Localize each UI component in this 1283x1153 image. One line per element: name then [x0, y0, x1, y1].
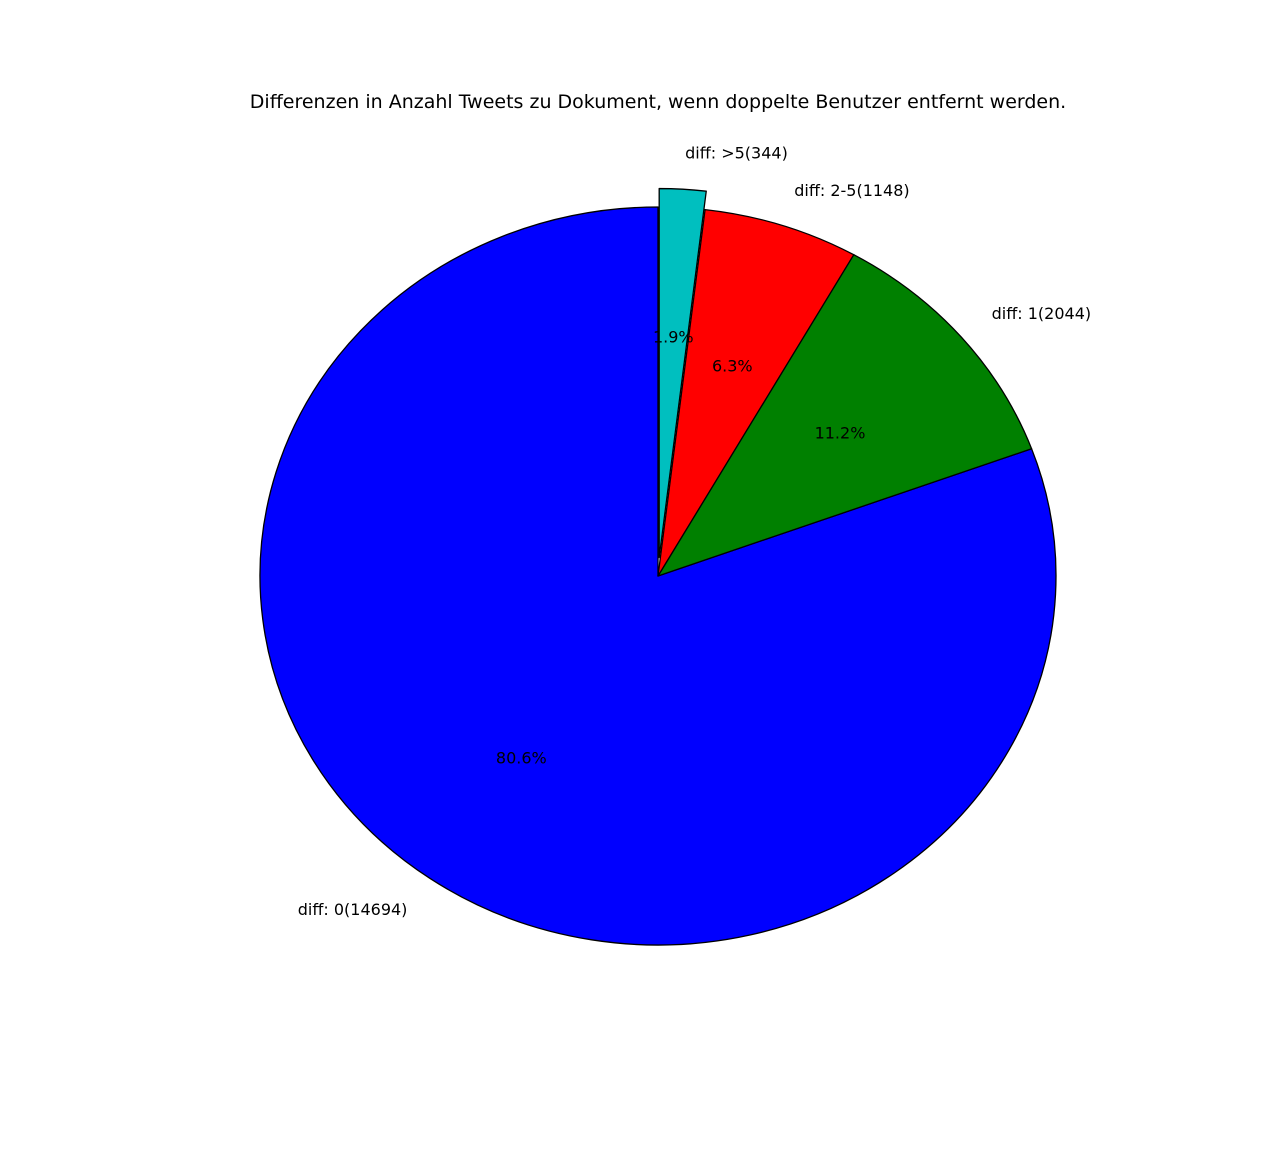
pie-slice-2 [657, 208, 855, 577]
percent-label-1: 11.2% [815, 424, 866, 443]
percent-label-2: 6.3% [712, 357, 753, 376]
slice-label-1: diff: 1(2044) [992, 304, 1091, 323]
pie-slice-3 [658, 187, 707, 559]
pie-slices [259, 187, 1057, 946]
percent-label-3: 1.9% [653, 328, 694, 347]
slice-label-3: diff: >5(344) [685, 143, 788, 162]
percent-label-0: 80.6% [496, 749, 547, 768]
slice-labels: diff: 0(14694) diff: 1(2044) diff: 2-5(114… [298, 143, 1091, 918]
chart-title: Differenzen in Anzahl Tweets zu Dokument… [250, 91, 1066, 113]
slice-label-0: diff: 0(14694) [298, 900, 408, 919]
pie-slice-1 [657, 254, 1033, 577]
percent-labels: 80.6% 11.2% 6.3% 1.9% [496, 328, 865, 768]
slice-label-2: diff: 2-5(1148) [794, 181, 909, 200]
